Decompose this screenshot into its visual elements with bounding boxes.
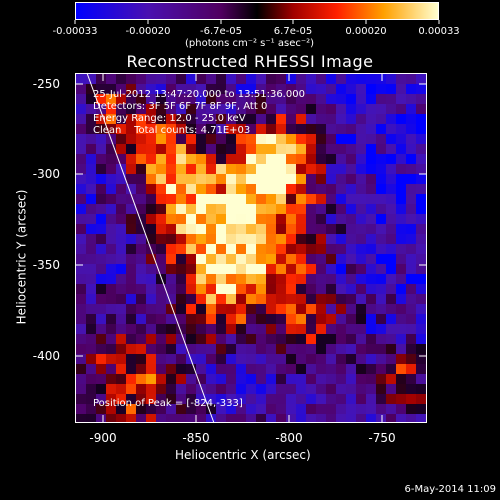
info-method-counts: Clean Total counts: 4.71E+03 xyxy=(93,125,251,136)
colorbar-units: (photons cm⁻² s⁻¹ asec⁻²) xyxy=(185,38,315,49)
y-tick-label: -400 xyxy=(32,349,60,363)
x-tick-label: -850 xyxy=(182,431,210,445)
x-tick-label: -800 xyxy=(275,431,303,445)
info-detectors: Detectors: 3F 5F 6F 7F 8F 9F, Att 0 xyxy=(93,101,268,112)
colorbar-tick-label: -0.00020 xyxy=(125,26,171,37)
colorbar-tick-label: 0.00033 xyxy=(418,26,460,37)
x-axis-label: Heliocentric X (arcsec) xyxy=(175,448,311,462)
x-tick-label: -750 xyxy=(368,431,396,445)
colorbar-tick-label: -6.7e-05 xyxy=(200,26,242,37)
colorbar-tick-label: -0.00033 xyxy=(52,26,98,37)
info-peak-position: Position of Peak = [-824,-333] xyxy=(93,398,243,409)
colorbar-tick-label: 6.7e-05 xyxy=(273,26,313,37)
y-tick-label: -300 xyxy=(32,167,60,181)
image-title: Reconstructed RHESSI Image xyxy=(126,52,374,71)
y-tick-label: -350 xyxy=(32,258,60,272)
info-time-range: 25-Jul-2012 13:47:20.000 to 13:51:36.000 xyxy=(93,89,305,100)
colorbar xyxy=(75,2,439,20)
x-tick-label: -900 xyxy=(89,431,117,445)
y-axis-label: Heliocentric Y (arcsec) xyxy=(14,189,29,325)
rhessi-image-plot: 25-Jul-2012 13:47:20.000 to 13:51:36.000… xyxy=(75,73,427,423)
colorbar-tick-label: 0.00020 xyxy=(345,26,387,37)
info-energy-range: Energy Range: 12.0 - 25.0 keV xyxy=(93,113,246,124)
footer-date: 6-May-2014 11:09 xyxy=(404,484,496,495)
y-tick-label: -250 xyxy=(32,77,60,91)
